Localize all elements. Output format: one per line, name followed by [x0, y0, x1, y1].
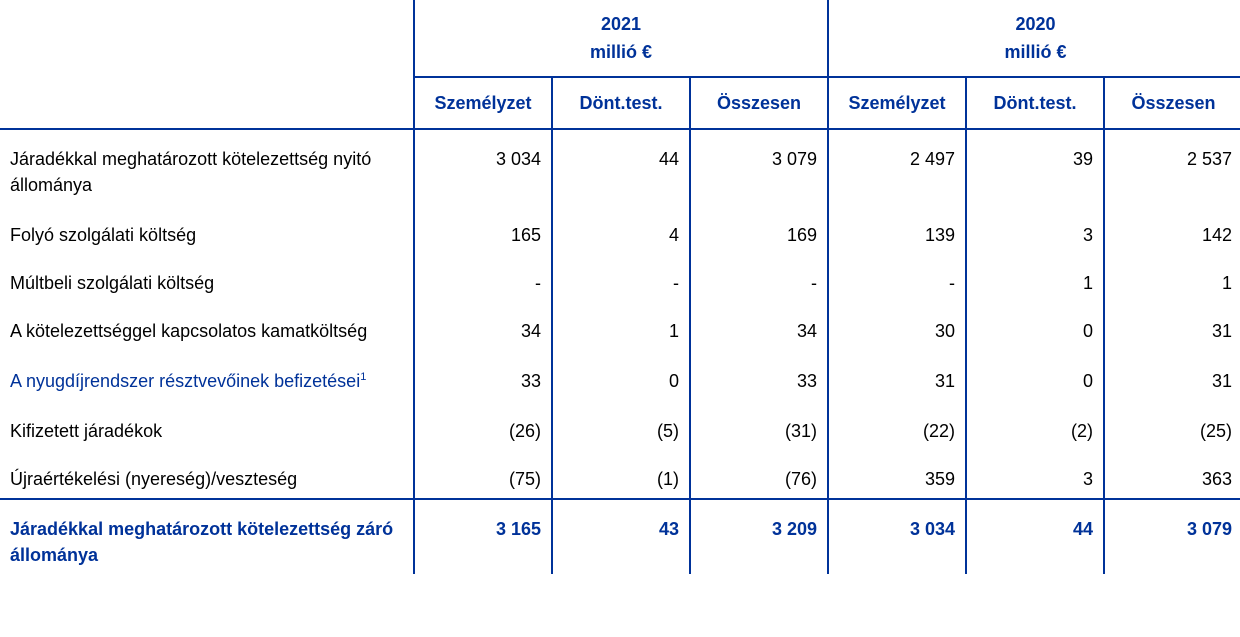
value-cell: 44: [965, 498, 1105, 574]
table-row: Kifizetett járadékok (26) (5) (31) (22) (2) (2…: [0, 402, 1240, 450]
value-cell: 34: [413, 302, 552, 352]
value-cell: (2): [965, 402, 1105, 450]
column-header: Dönt.test.: [965, 76, 1105, 129]
year-label: 2020: [1015, 14, 1056, 34]
row-label: Járadékkal meghatározott kötelezettség z…: [0, 498, 414, 574]
value-cell: -: [688, 254, 829, 302]
value-cell: 139: [827, 206, 967, 254]
value-cell: (76): [688, 450, 829, 499]
footnote-marker: 1: [360, 371, 367, 383]
value-cell: -: [827, 254, 967, 302]
value-cell: 2 537: [1103, 128, 1240, 206]
value-cell: 33: [688, 352, 829, 402]
table-row: A kötelezettséggel kapcsolatos kamatkölt…: [0, 302, 1240, 352]
row-label: Járadékkal meghatározott kötelezettség n…: [0, 128, 414, 206]
table-row: A nyugdíjrendszer résztvevőinek befizeté…: [0, 352, 1240, 402]
value-cell: 2 497: [827, 128, 967, 206]
value-cell: 31: [1103, 352, 1240, 402]
year-header-2021: 2021 millió €: [412, 0, 829, 77]
value-cell: 0: [965, 352, 1105, 402]
value-cell: 3: [965, 206, 1105, 254]
value-cell: 3 165: [413, 498, 552, 574]
value-cell: (75): [413, 450, 552, 499]
value-cell: 43: [551, 498, 690, 574]
header-blank: [0, 0, 414, 129]
value-cell: 363: [1103, 450, 1240, 499]
value-cell: (22): [827, 402, 967, 450]
value-cell: (25): [1103, 402, 1240, 450]
year-label: 2021: [600, 14, 642, 34]
column-header: Dönt.test.: [551, 76, 690, 129]
value-cell: 4: [551, 206, 690, 254]
column-header: Összesen: [688, 76, 829, 129]
value-cell: 1: [551, 302, 690, 352]
row-label-text: Újraértékelési (nyereség)/veszteség: [10, 469, 298, 489]
row-label-text: A kötelezettséggel kapcsolatos kamatkölt…: [10, 321, 368, 341]
value-cell: (31): [688, 402, 829, 450]
row-label: Újraértékelési (nyereség)/veszteség: [0, 450, 414, 499]
value-cell: 1: [965, 254, 1105, 302]
table-row: Múltbeli szolgálati költség - - - -1 1: [0, 254, 1240, 302]
value-cell: 3 209: [688, 498, 829, 574]
value-cell: 169: [688, 206, 829, 254]
value-cell: 142: [1103, 206, 1240, 254]
value-cell: 165: [413, 206, 552, 254]
value-cell: -: [413, 254, 552, 302]
value-cell: (5): [551, 402, 690, 450]
row-label-text: A nyugdíjrendszer résztvevőinek befizeté…: [10, 371, 361, 391]
column-header: Személyzet: [827, 76, 967, 129]
value-cell: 359: [827, 450, 967, 499]
row-label-text: Kifizetett járadékok: [10, 421, 163, 441]
value-cell: 31: [827, 352, 967, 402]
row-label: A kötelezettséggel kapcsolatos kamatkölt…: [0, 302, 414, 352]
table-row: Folyó szolgálati költség 165 4 169 139 3 142: [0, 206, 1240, 254]
value-cell: 33: [413, 352, 552, 402]
column-header: Összesen: [1103, 76, 1240, 129]
value-cell: 3 079: [688, 128, 829, 206]
row-label: A nyugdíjrendszer résztvevőinek befizeté…: [0, 352, 414, 402]
row-label-text: Járadékkal meghatározott kötelezettség z…: [10, 519, 394, 565]
column-header: Személyzet: [413, 76, 552, 129]
value-cell: 0: [965, 302, 1105, 352]
value-cell: 34: [688, 302, 829, 352]
value-cell: 44: [551, 128, 690, 206]
value-cell: 0: [551, 352, 690, 402]
row-label-text: Múltbeli szolgálati költség: [10, 273, 215, 293]
row-label: Kifizetett járadékok: [0, 402, 414, 450]
table-row: Újraértékelési (nyereség)/veszteség (75)(…: [0, 450, 1240, 499]
unit-label: millió €: [590, 42, 653, 62]
row-label: Folyó szolgálati költség: [0, 206, 414, 254]
value-cell: 3 034: [413, 128, 552, 206]
total-row: Járadékkal meghatározott kötelezettség z…: [0, 498, 1240, 574]
value-cell: 39: [965, 128, 1105, 206]
value-cell: (26): [413, 402, 552, 450]
value-cell: 31: [1103, 302, 1240, 352]
value-cell: 3: [965, 450, 1105, 499]
value-cell: 1: [1103, 254, 1240, 302]
table-row: Járadékkal meghatározott kötelezettség n…: [0, 128, 1240, 206]
unit-label: millió €: [1004, 42, 1067, 62]
row-label-text: Járadékkal meghatározott kötelezettség n…: [10, 149, 372, 195]
row-label: Múltbeli szolgálati költség: [0, 254, 414, 302]
value-cell: 3 034: [827, 498, 967, 574]
value-cell: 3 079: [1103, 498, 1240, 574]
row-label-text: Folyó szolgálati költség: [10, 225, 197, 245]
pension-obligation-table: 2021 millió € 2020 millió € Személyzet Dön…: [0, 0, 1240, 574]
value-cell: 30: [827, 302, 967, 352]
year-header-2020: 2020 millió €: [827, 0, 1240, 77]
value-cell: -: [551, 254, 690, 302]
value-cell: (1): [551, 450, 690, 499]
